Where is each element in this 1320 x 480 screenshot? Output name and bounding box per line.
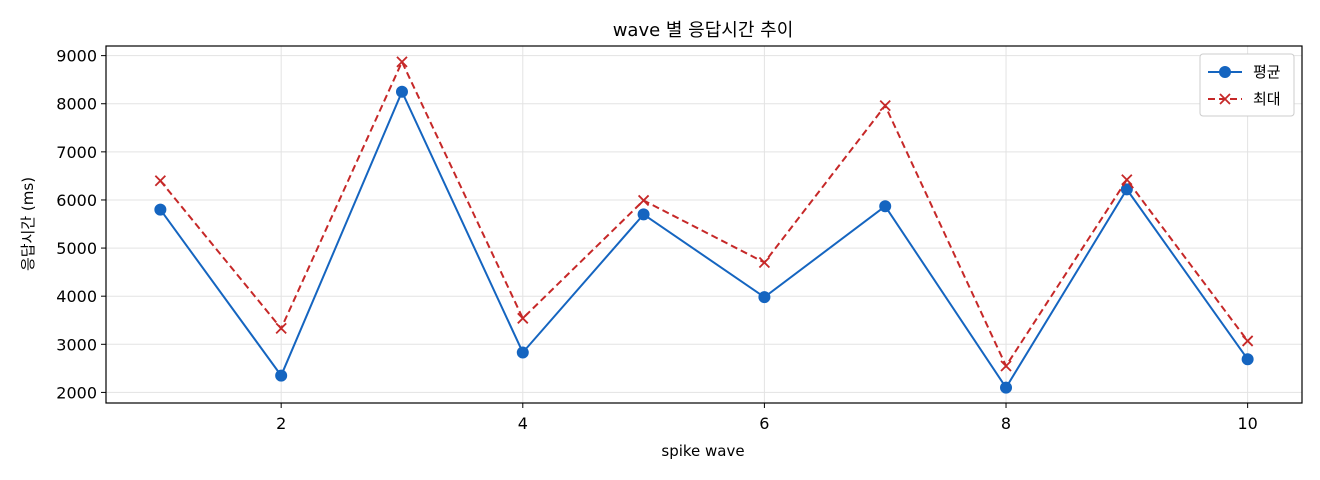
data-point	[1000, 360, 1012, 372]
x-tick-label: 8	[1001, 414, 1011, 433]
data-point	[396, 56, 408, 68]
legend-marker	[1219, 66, 1231, 78]
legend-marker	[1219, 93, 1231, 105]
x-axis-label: spike wave	[661, 442, 744, 460]
data-point	[879, 100, 891, 112]
marker-stroke	[1219, 93, 1231, 105]
data-point	[637, 194, 650, 207]
series-maximum	[154, 56, 1254, 372]
data-point	[1121, 174, 1133, 186]
chart-title: wave 별 응답시간 추이	[613, 20, 794, 41]
data-point	[275, 322, 287, 335]
data-point	[1000, 381, 1013, 394]
y-tick-label: 3000	[56, 335, 97, 354]
marker-stroke	[1241, 335, 1254, 347]
data-point	[275, 369, 288, 382]
grid	[106, 46, 1302, 403]
x-tick-label: 10	[1237, 414, 1257, 433]
y-tick-label: 4000	[56, 287, 97, 306]
y-tick-label: 7000	[56, 143, 97, 162]
data-point	[516, 346, 529, 359]
data-point	[637, 208, 650, 221]
marker-stroke	[758, 256, 771, 269]
marker-stroke	[637, 194, 650, 207]
marker-stroke	[1121, 174, 1133, 186]
data-point	[879, 200, 892, 213]
legend-label: 평균	[1253, 63, 1281, 81]
series-average	[154, 85, 1254, 394]
y-tick-label: 2000	[56, 383, 97, 402]
y-tick-label: 6000	[56, 191, 97, 210]
marker-stroke	[1000, 360, 1012, 372]
series-line	[159, 59, 1249, 369]
y-axis-label: 응답시간 (ms)	[19, 177, 37, 271]
x-tick-label: 6	[759, 414, 769, 433]
data-point	[395, 85, 408, 98]
data-point	[758, 291, 771, 304]
axes: 2000 3000 4000 5000 6000 7000 8000 9000 2 4 6 8 10	[56, 45, 1303, 433]
data-point	[758, 256, 771, 269]
marker-stroke	[154, 175, 167, 187]
legend-entry: 최대	[1208, 90, 1281, 108]
legend-label: 최대	[1253, 90, 1281, 108]
x-tick-label: 2	[276, 414, 286, 433]
data-point	[517, 312, 529, 324]
y-tick-label: 9000	[56, 47, 97, 66]
marker-stroke	[517, 312, 529, 324]
marker-stroke	[396, 56, 408, 68]
marker-stroke	[275, 322, 287, 335]
series-group	[154, 56, 1254, 394]
data-point	[154, 203, 167, 216]
marker-stroke	[879, 100, 891, 112]
data-point	[154, 175, 167, 187]
data-point	[1241, 353, 1254, 366]
series-line	[159, 89, 1249, 390]
plot-frame	[105, 45, 1303, 404]
x-tick-label: 4	[518, 414, 528, 433]
data-point	[1241, 335, 1254, 347]
data-point	[1120, 183, 1133, 196]
y-tick-label: 8000	[56, 95, 97, 114]
y-tick-label: 5000	[56, 239, 97, 258]
legend-entry: 평균	[1208, 63, 1281, 81]
